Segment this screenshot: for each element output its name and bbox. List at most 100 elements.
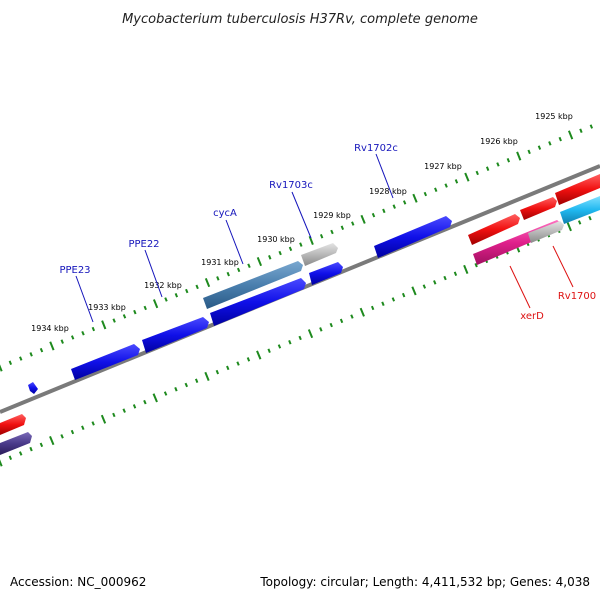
inner-strand-genes bbox=[0, 174, 600, 455]
scale-tick bbox=[39, 442, 44, 448]
scale-tick bbox=[401, 292, 406, 298]
scale-tick bbox=[277, 344, 282, 349]
scale-tick bbox=[506, 158, 511, 163]
scale-tick bbox=[29, 446, 33, 452]
scale-tick bbox=[267, 348, 271, 353]
scale-tick bbox=[340, 225, 345, 230]
gene-arrow-rv1703c[interactable] bbox=[309, 262, 343, 285]
kbp-label-1931: 1931 kbp bbox=[201, 258, 239, 267]
scale-tick bbox=[308, 235, 314, 245]
scale-tick bbox=[579, 128, 583, 133]
scale-tick bbox=[288, 340, 292, 345]
gene-arrow-red[interactable] bbox=[555, 174, 600, 205]
scale-tick bbox=[359, 307, 365, 317]
scale-tick bbox=[453, 271, 458, 276]
gene-arrow-ppe22[interactable] bbox=[142, 317, 209, 353]
gene-arrow-red[interactable] bbox=[520, 197, 557, 220]
scale-tick bbox=[91, 421, 95, 426]
leader-line-ppe23 bbox=[75, 275, 94, 323]
scale-tick bbox=[548, 141, 552, 146]
scale-tick bbox=[143, 305, 147, 311]
gene-label-rv1703c[interactable]: Rv1703c bbox=[269, 180, 313, 191]
scale-tick bbox=[433, 280, 437, 285]
scale-tick bbox=[70, 335, 75, 340]
gene-label-xerd[interactable]: xerD bbox=[520, 311, 544, 322]
scale-tick bbox=[236, 361, 240, 366]
scale-tick bbox=[577, 220, 582, 225]
gene-arrow[interactable] bbox=[28, 382, 38, 394]
scale-tick bbox=[329, 322, 333, 328]
gene-arrow-cyca[interactable] bbox=[203, 261, 303, 309]
kbp-label-1927: 1927 kbp bbox=[424, 162, 462, 171]
scale-tick bbox=[444, 183, 448, 188]
scale-tick bbox=[18, 451, 23, 456]
scale-tick bbox=[391, 297, 396, 302]
kbp-label-1926: 1926 kbp bbox=[480, 137, 518, 146]
scale-tick bbox=[39, 347, 44, 353]
scale-tick bbox=[268, 255, 272, 260]
gene-label-rv1702c[interactable]: Rv1702c bbox=[354, 143, 398, 154]
outer-strand-genes bbox=[28, 216, 452, 394]
gene-label-ppe22[interactable]: PPE22 bbox=[128, 239, 159, 250]
leader-line-rv1700 bbox=[552, 245, 574, 288]
scale-tick bbox=[185, 288, 189, 294]
scale-tick bbox=[195, 284, 199, 290]
gene-label-ppe23[interactable]: PPE23 bbox=[59, 265, 90, 276]
scale-tick bbox=[434, 187, 438, 192]
scale-tick bbox=[475, 170, 479, 176]
gene-arrow-rv1703c-pseudo[interactable] bbox=[301, 243, 338, 266]
scale-tick bbox=[278, 250, 282, 256]
gene-arrow-rv1700[interactable] bbox=[560, 196, 600, 224]
scale-tick bbox=[319, 234, 324, 239]
scale-tick bbox=[49, 436, 55, 446]
scale-tick bbox=[122, 408, 126, 413]
scale-tick bbox=[454, 179, 459, 184]
scale-tick bbox=[496, 162, 500, 167]
gene-arrow-ppe23[interactable] bbox=[71, 344, 140, 380]
gene-label-cyca[interactable]: cycA bbox=[213, 208, 237, 219]
scale-tick bbox=[163, 391, 168, 396]
gene-arrow-cyca-lower[interactable] bbox=[210, 278, 306, 326]
scale-tick bbox=[463, 264, 469, 274]
kbp-label-1929: 1929 kbp bbox=[313, 211, 351, 220]
scale-tick bbox=[360, 214, 366, 224]
scale-tick bbox=[60, 339, 64, 344]
scale-tick bbox=[184, 382, 189, 388]
scale-tick bbox=[298, 335, 302, 341]
scale-tick bbox=[351, 221, 355, 226]
kbp-label-1934: 1934 kbp bbox=[31, 324, 69, 333]
gene-label-rv1700[interactable]: Rv1700 bbox=[558, 291, 596, 302]
gene-arrow-red[interactable] bbox=[468, 214, 520, 245]
scale-tick bbox=[0, 364, 3, 372]
scale-tick bbox=[152, 393, 158, 403]
scale-tick bbox=[412, 193, 418, 203]
kbp-label-1925: 1925 kbp bbox=[535, 112, 573, 121]
scale-tick bbox=[256, 350, 262, 360]
scale-tick bbox=[370, 305, 375, 311]
scale-tick bbox=[566, 222, 572, 232]
scale-tick bbox=[299, 242, 303, 247]
scale-tick bbox=[49, 341, 55, 351]
leader-line-rv1702c bbox=[375, 153, 394, 199]
scale-tick bbox=[330, 229, 334, 235]
kbp-label-1928: 1928 kbp bbox=[369, 187, 407, 196]
gene-arrow-red[interactable] bbox=[0, 414, 26, 435]
scale-tick bbox=[474, 263, 478, 268]
scale-tick bbox=[132, 404, 137, 409]
scale-tick bbox=[382, 208, 386, 214]
scale-tick bbox=[133, 309, 137, 315]
scale-tick bbox=[226, 365, 230, 371]
scale-tick bbox=[350, 314, 354, 319]
scale-tick bbox=[152, 299, 159, 309]
scale-tick bbox=[246, 357, 251, 362]
scale-tick bbox=[381, 301, 385, 306]
scale-tick bbox=[558, 136, 562, 142]
leader-line-ppe22 bbox=[144, 249, 163, 298]
gene-arrow-pseudo[interactable] bbox=[528, 221, 564, 243]
scale-tick bbox=[216, 276, 220, 281]
scale-tick bbox=[81, 425, 85, 430]
gene-arrow-purple[interactable] bbox=[0, 432, 32, 455]
gene-arrow-rv1702c[interactable] bbox=[374, 216, 452, 258]
scale-tick bbox=[339, 318, 344, 324]
scale-tick bbox=[19, 356, 23, 361]
